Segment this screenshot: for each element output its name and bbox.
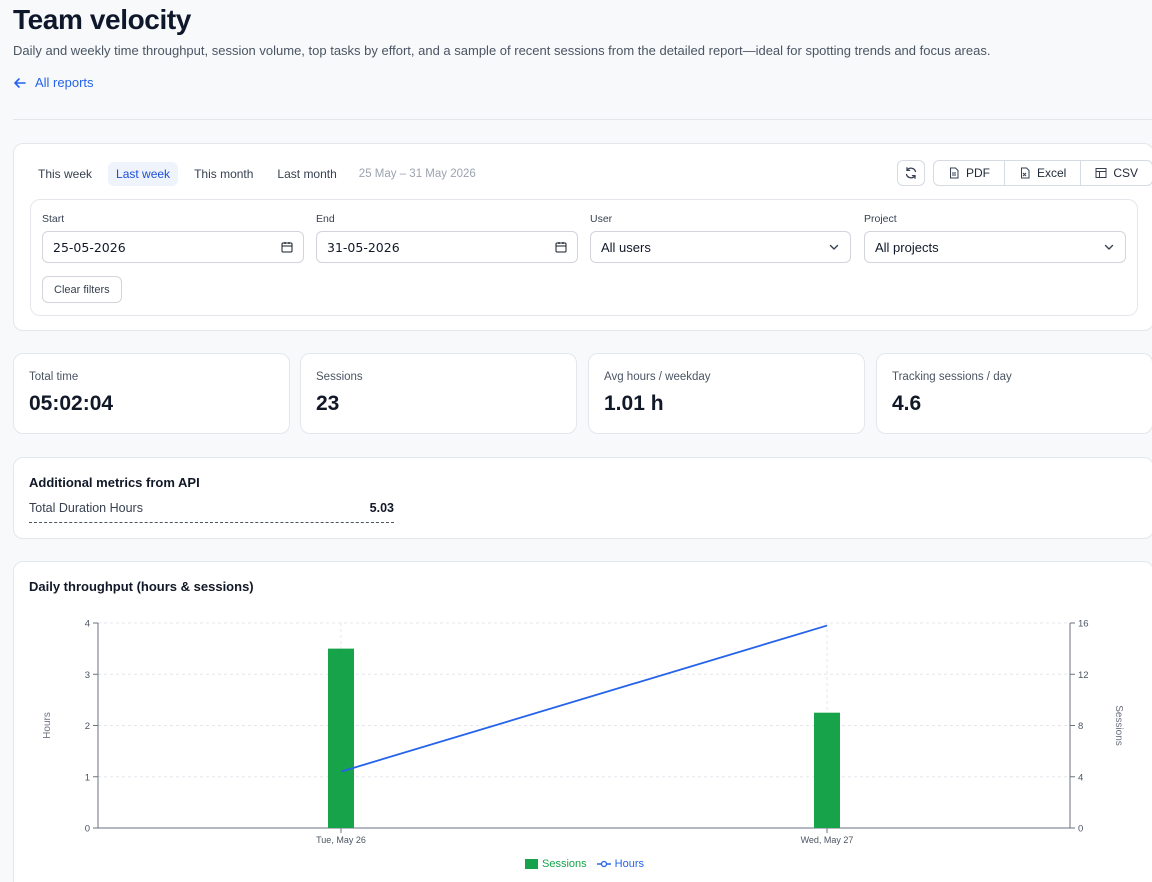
end-date-input[interactable]: 31-05-2026: [316, 231, 578, 263]
table-icon: [1095, 168, 1107, 178]
legend-hours[interactable]: Hours: [596, 858, 644, 870]
additional-metric-value: 5.03: [369, 501, 394, 515]
project-select-value: All projects: [875, 239, 939, 255]
date-range-label: 25 May – 31 May 2026: [358, 168, 476, 180]
y-tick-label: 2: [85, 721, 90, 732]
filter-fields: Start 25-05-2026 End 31-05-2026 User All…: [30, 199, 1138, 316]
x-tick-label: Wed, May 27: [801, 835, 854, 845]
user-select-value: All users: [601, 239, 651, 255]
export-buttons: PDF Excel CSV: [933, 160, 1152, 186]
refresh-button[interactable]: [897, 160, 925, 186]
y2-axis-title: Sessions: [1113, 705, 1124, 746]
legend-sessions[interactable]: Sessions: [525, 858, 587, 870]
calendar-icon: [555, 242, 567, 253]
project-label: Project: [864, 213, 897, 225]
preset-this-week[interactable]: This week: [38, 167, 93, 181]
filter-panel: This week Last week This month Last mont…: [13, 143, 1152, 331]
page-subtitle: Daily and weekly time throughput, sessio…: [13, 43, 991, 58]
y2-tick-label: 12: [1078, 670, 1089, 681]
y2-tick-label: 8: [1078, 721, 1083, 732]
export-csv-label: CSV: [1113, 166, 1139, 180]
legend-label-hours: Hours: [614, 858, 644, 870]
metric-sessions-per-day: Tracking sessions / day 4.6: [876, 353, 1152, 434]
sessions-bar: [814, 712, 840, 828]
metric-sessions: Sessions 23: [300, 353, 577, 434]
additional-metrics-card: Additional metrics from API Total Durati…: [13, 457, 1152, 539]
metric-value: 4.6: [892, 392, 922, 415]
project-select[interactable]: All projects: [864, 231, 1126, 263]
metric-label: Total time: [29, 371, 79, 383]
header-divider: [13, 119, 1152, 120]
metric-value: 23: [316, 392, 340, 415]
start-date-value: 25-05-2026: [53, 239, 126, 255]
y-axis-title: Hours: [42, 712, 53, 739]
y-tick-label: 0: [85, 824, 90, 835]
legend-swatch-sessions: [525, 859, 538, 869]
y-tick-label: 4: [85, 619, 90, 630]
chart-title: Daily throughput (hours & sessions): [29, 579, 254, 594]
metric-value: 1.01 h: [604, 392, 664, 415]
spreadsheet-file-icon: [1021, 167, 1030, 179]
user-label: User: [590, 213, 613, 225]
export-excel-label: Excel: [1037, 166, 1067, 180]
additional-metric-row: Total Duration Hours 5.03: [29, 501, 394, 523]
legend-swatch-hours: [596, 860, 611, 868]
page-title: Team velocity: [13, 4, 191, 35]
calendar-icon: [281, 242, 293, 253]
hours-line: [340, 624, 828, 773]
all-reports-link[interactable]: All reports: [13, 75, 94, 90]
user-select[interactable]: All users: [590, 231, 851, 263]
metric-total-time: Total time 05:02:04: [13, 353, 290, 434]
additional-metric-key: Total Duration Hours: [29, 501, 143, 515]
start-label: Start: [42, 213, 65, 225]
all-reports-label: All reports: [35, 75, 94, 90]
legend-label-sessions: Sessions: [542, 858, 587, 870]
x-tick-label: Tue, May 26: [316, 835, 366, 845]
y2-tick-label: 16: [1078, 619, 1089, 630]
y2-tick-label: 4: [1078, 772, 1083, 783]
y2-tick-label: 0: [1078, 824, 1083, 835]
chevron-down-icon: [829, 244, 839, 250]
y-tick-label: 3: [85, 670, 90, 681]
preset-tabs: This week Last week This month Last mont…: [30, 162, 476, 186]
refresh-icon: [905, 167, 917, 179]
preset-last-week[interactable]: Last week: [108, 162, 179, 186]
additional-metrics-title: Additional metrics from API: [29, 475, 200, 490]
metric-label: Avg hours / weekday: [604, 371, 711, 383]
metric-label: Tracking sessions / day: [892, 371, 1012, 383]
metric-label: Sessions: [316, 371, 363, 383]
export-pdf-button[interactable]: PDF: [934, 161, 1005, 185]
export-excel-button[interactable]: Excel: [1005, 161, 1082, 185]
metric-avg-hours: Avg hours / weekday 1.01 h: [588, 353, 865, 434]
chevron-down-icon: [1104, 244, 1114, 250]
preset-last-month[interactable]: Last month: [277, 167, 337, 181]
export-csv-button[interactable]: CSV: [1081, 161, 1152, 185]
start-date-input[interactable]: 25-05-2026: [42, 231, 304, 263]
end-date-value: 31-05-2026: [327, 239, 400, 255]
export-pdf-label: PDF: [966, 166, 990, 180]
sessions-bar: [328, 648, 354, 828]
file-icon: [950, 167, 959, 179]
metric-value: 05:02:04: [29, 392, 114, 415]
y-tick-label: 1: [85, 772, 90, 783]
arrow-left-icon: [14, 77, 26, 88]
preset-this-month[interactable]: This month: [194, 167, 254, 181]
chart-legend: Sessions Hours: [14, 858, 1152, 870]
end-label: End: [316, 213, 335, 225]
clear-filters-button[interactable]: Clear filters: [42, 276, 122, 303]
